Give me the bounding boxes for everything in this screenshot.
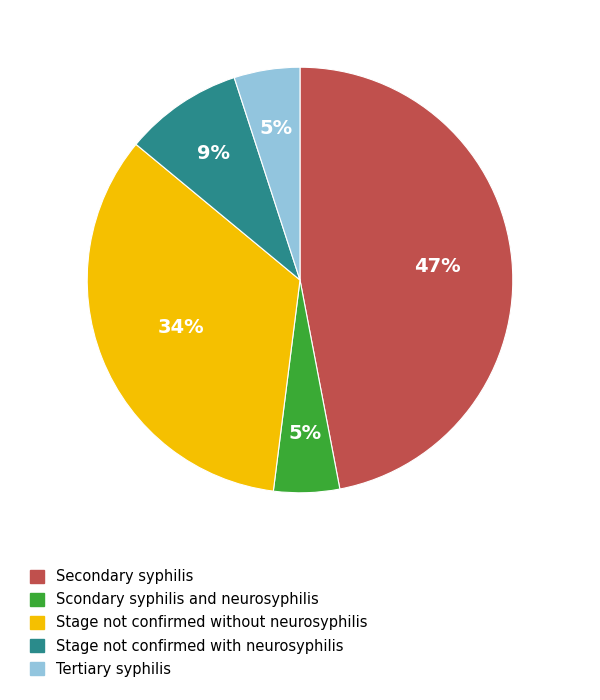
Text: 47%: 47% bbox=[415, 258, 461, 277]
Wedge shape bbox=[136, 78, 300, 280]
Text: 5%: 5% bbox=[288, 424, 322, 442]
Wedge shape bbox=[234, 67, 300, 280]
Text: 5%: 5% bbox=[259, 119, 293, 138]
Text: 9%: 9% bbox=[197, 144, 230, 163]
Legend: Secondary syphilis, Scondary syphilis and neurosyphilis, Stage not confirmed wit: Secondary syphilis, Scondary syphilis an… bbox=[25, 565, 372, 681]
Wedge shape bbox=[87, 144, 300, 491]
Wedge shape bbox=[274, 280, 340, 493]
Text: 34%: 34% bbox=[158, 318, 205, 337]
Wedge shape bbox=[300, 67, 513, 489]
